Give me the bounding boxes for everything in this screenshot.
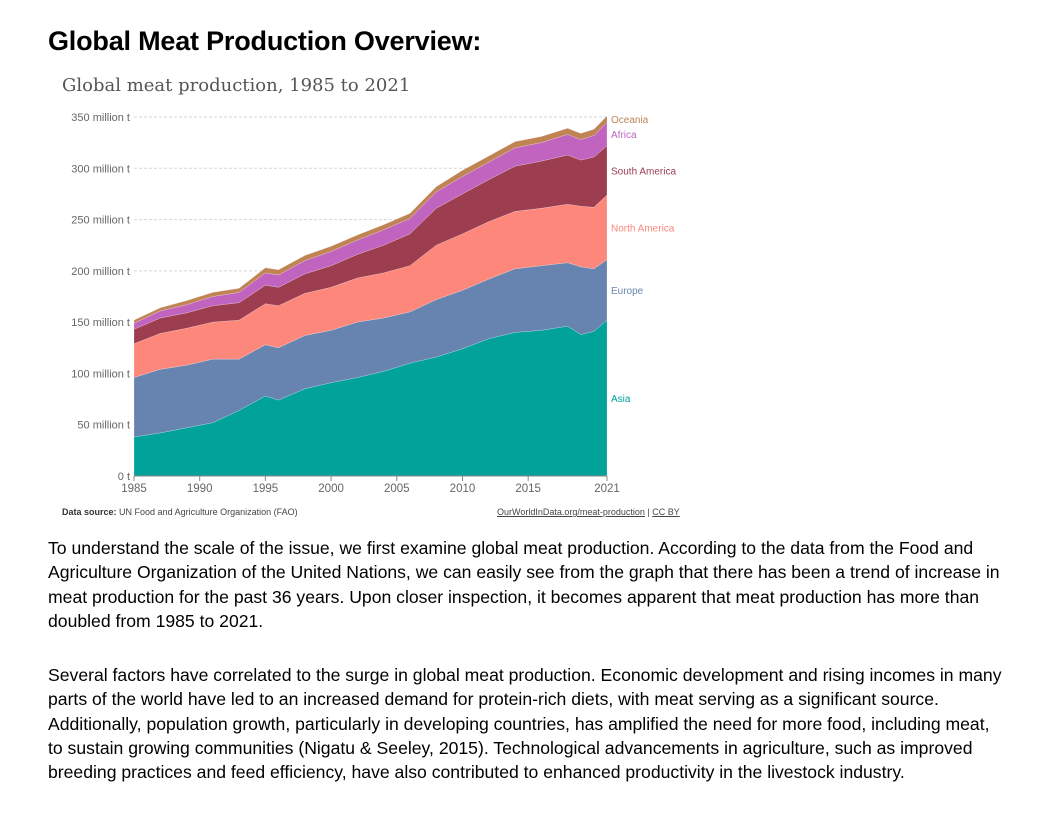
legend-label-south-america: South America xyxy=(611,166,676,177)
legend-label-europe: Europe xyxy=(611,286,644,297)
y-tick-label: 150 million t xyxy=(71,317,130,329)
chart-container: Global meat production, 1985 to 2021 0 t 5… xyxy=(62,75,680,517)
page-title: Global Meat Production Overview: xyxy=(48,26,482,56)
chart-credit-license[interactable]: CC BY xyxy=(652,507,680,517)
area-oceania xyxy=(133,115,608,324)
legend-label-oceania: Oceania xyxy=(611,115,649,126)
chart-credit-link[interactable]: OurWorldInData.org/meat-production xyxy=(497,507,645,517)
legend-label-africa: Africa xyxy=(611,130,637,141)
x-tick-label: 1985 xyxy=(121,483,147,495)
x-tick-label: 2021 xyxy=(594,483,620,495)
chart-source-label: Data source: xyxy=(62,507,117,517)
x-tick-label: 2000 xyxy=(318,483,344,495)
chart-source: Data source: UN Food and Agriculture Org… xyxy=(62,507,298,517)
chart-title: Global meat production, 1985 to 2021 xyxy=(62,75,410,96)
y-tick-label: 250 million t xyxy=(71,215,130,227)
chart-credit-separator: | xyxy=(647,507,650,517)
y-tick-label: 300 million t xyxy=(71,163,130,175)
x-tick-label: 2015 xyxy=(515,483,541,495)
y-tick-label: 200 million t xyxy=(71,266,130,278)
legend-label-asia: Asia xyxy=(611,394,631,405)
y-tick-label: 100 million t xyxy=(71,368,130,380)
x-tick-label: 1995 xyxy=(253,483,279,495)
chart-svg: Global meat production, 1985 to 2021 0 t 5… xyxy=(62,75,676,495)
x-tick-label: 1990 xyxy=(187,483,213,495)
y-tick-label: 0 t xyxy=(118,471,130,483)
chart-credit: OurWorldInData.org/meat-production | CC … xyxy=(497,507,680,517)
y-tick-label: 350 million t xyxy=(71,112,130,124)
chart-source-text: UN Food and Agriculture Organization (FA… xyxy=(119,507,298,517)
paragraph-scale: To understand the scale of the issue, we… xyxy=(48,538,1000,631)
y-tick-label: 50 million t xyxy=(77,420,130,432)
x-tick-label: 2010 xyxy=(450,483,476,495)
paragraph-factors: Several factors have correlated to the s… xyxy=(48,665,1002,783)
legend-label-north-america: North America xyxy=(611,223,675,234)
x-tick-label: 2005 xyxy=(384,483,410,495)
